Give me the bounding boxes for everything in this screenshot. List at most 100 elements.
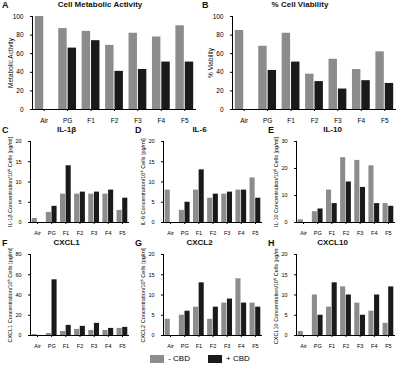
svg-text:IL-6 Concentration/10⁶ Cells [: IL-6 Concentration/10⁶ Cells [pg/ml] xyxy=(140,138,146,225)
svg-text:F2: F2 xyxy=(343,230,349,236)
svg-text:PG: PG xyxy=(314,230,322,236)
svg-text:Air: Air xyxy=(167,343,174,349)
svg-text:F2: F2 xyxy=(311,117,319,124)
svg-text:100: 100 xyxy=(213,13,224,20)
svg-text:F1: F1 xyxy=(63,343,69,349)
svg-text:F4: F4 xyxy=(105,230,111,236)
svg-text:0: 0 xyxy=(151,219,154,225)
svg-text:20: 20 xyxy=(16,87,24,94)
svg-text:F3: F3 xyxy=(134,117,142,124)
svg-text:CXCL10 Concentration/10⁶ Cells: CXCL10 Concentration/10⁶ Cells [pg/ml] xyxy=(273,248,279,344)
svg-text:F1: F1 xyxy=(287,117,295,124)
svg-text:F2: F2 xyxy=(210,343,216,349)
svg-text:60: 60 xyxy=(15,272,21,278)
svg-text:Air: Air xyxy=(40,117,49,124)
svg-text:PG: PG xyxy=(314,343,322,349)
svg-text:F2: F2 xyxy=(77,343,83,349)
svg-text:5: 5 xyxy=(151,312,154,318)
svg-text:F3: F3 xyxy=(224,230,230,236)
svg-text:F1: F1 xyxy=(196,230,202,236)
svg-text:% Viability: % Viability xyxy=(207,47,215,78)
svg-text:20: 20 xyxy=(148,251,154,257)
svg-text:F5: F5 xyxy=(119,230,125,236)
svg-text:F5: F5 xyxy=(385,230,391,236)
svg-text:F5: F5 xyxy=(385,343,391,349)
svg-text:20: 20 xyxy=(15,138,21,144)
svg-text:F4: F4 xyxy=(238,230,244,236)
svg-text:F4: F4 xyxy=(371,230,377,236)
svg-text:CXCL2 Concentration/10⁶ Cells: CXCL2 Concentration/10⁶ Cells [pg/ml] xyxy=(140,248,146,343)
svg-text:F4: F4 xyxy=(238,343,244,349)
svg-text:F5: F5 xyxy=(252,343,258,349)
svg-text:15: 15 xyxy=(15,159,21,165)
svg-text:F2: F2 xyxy=(77,230,83,236)
svg-text:F3: F3 xyxy=(224,343,230,349)
svg-text:15: 15 xyxy=(148,159,154,165)
svg-text:Air: Air xyxy=(300,230,307,236)
svg-text:20: 20 xyxy=(281,165,287,171)
svg-text:80: 80 xyxy=(216,31,224,38)
svg-text:F3: F3 xyxy=(91,230,97,236)
svg-text:F2: F2 xyxy=(210,230,216,236)
svg-text:PG: PG xyxy=(181,230,189,236)
svg-text:F4: F4 xyxy=(358,117,366,124)
svg-text:F4: F4 xyxy=(158,117,166,124)
svg-text:30: 30 xyxy=(281,138,287,144)
svg-text:Air: Air xyxy=(34,230,41,236)
svg-text:F5: F5 xyxy=(381,117,389,124)
svg-text:80: 80 xyxy=(15,251,21,257)
svg-text:20: 20 xyxy=(281,251,287,257)
svg-text:Air: Air xyxy=(300,343,307,349)
svg-text:PG: PG xyxy=(181,343,189,349)
svg-text:40: 40 xyxy=(16,68,24,75)
svg-text:15: 15 xyxy=(281,272,287,278)
svg-text:0: 0 xyxy=(151,332,154,338)
svg-text:Air: Air xyxy=(34,343,41,349)
svg-text:5: 5 xyxy=(284,312,287,318)
svg-text:20: 20 xyxy=(148,138,154,144)
svg-text:5: 5 xyxy=(18,199,21,205)
svg-text:5: 5 xyxy=(151,199,154,205)
svg-text:80: 80 xyxy=(16,31,24,38)
svg-text:10: 10 xyxy=(148,179,154,185)
svg-text:PG: PG xyxy=(263,117,272,124)
svg-text:0: 0 xyxy=(20,106,24,113)
svg-text:IL-1β Concentration/10⁶ Cells: IL-1β Concentration/10⁶ Cells [pg/ml] xyxy=(7,136,13,227)
svg-text:0: 0 xyxy=(284,219,287,225)
svg-text:0: 0 xyxy=(18,219,21,225)
svg-text:0: 0 xyxy=(18,332,21,338)
svg-text:20: 20 xyxy=(15,312,21,318)
svg-text:F2: F2 xyxy=(343,343,349,349)
svg-text:10: 10 xyxy=(281,192,287,198)
svg-text:PG: PG xyxy=(48,230,56,236)
svg-text:F1: F1 xyxy=(329,343,335,349)
svg-text:F5: F5 xyxy=(119,343,125,349)
svg-text:F3: F3 xyxy=(357,343,363,349)
svg-text:F5: F5 xyxy=(181,117,189,124)
svg-text:F1: F1 xyxy=(63,230,69,236)
svg-text:60: 60 xyxy=(216,50,224,57)
svg-text:PG: PG xyxy=(63,117,72,124)
svg-text:F4: F4 xyxy=(105,343,111,349)
svg-text:F3: F3 xyxy=(357,230,363,236)
svg-text:Air: Air xyxy=(240,117,249,124)
svg-text:40: 40 xyxy=(216,68,224,75)
svg-text:60: 60 xyxy=(16,50,24,57)
svg-text:F2: F2 xyxy=(111,117,119,124)
svg-text:F3: F3 xyxy=(91,343,97,349)
svg-text:20: 20 xyxy=(216,87,224,94)
svg-text:F4: F4 xyxy=(371,343,377,349)
svg-text:F1: F1 xyxy=(87,117,95,124)
svg-text:F5: F5 xyxy=(252,230,258,236)
svg-text:F1: F1 xyxy=(196,343,202,349)
svg-text:PG: PG xyxy=(48,343,56,349)
svg-text:100: 100 xyxy=(13,13,24,20)
svg-text:40: 40 xyxy=(15,292,21,298)
svg-text:CXCL1 Concentration/10⁶ Cells: CXCL1 Concentration/10⁶ Cells [pg/ml] xyxy=(7,248,13,343)
svg-text:10: 10 xyxy=(281,292,287,298)
svg-text:Air: Air xyxy=(167,230,174,236)
svg-text:Metabolic Activity: Metabolic Activity xyxy=(7,37,15,88)
svg-text:10: 10 xyxy=(148,292,154,298)
svg-text:0: 0 xyxy=(220,106,224,113)
svg-text:F1: F1 xyxy=(329,230,335,236)
